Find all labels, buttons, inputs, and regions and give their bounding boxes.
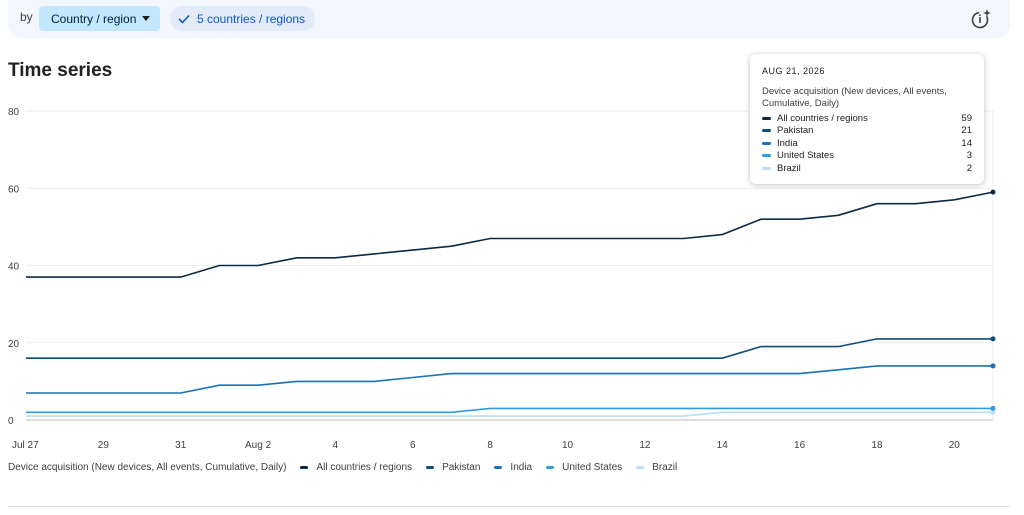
- series-line-india: [26, 365, 993, 394]
- series-endpoint-united-states: [990, 405, 996, 411]
- legend-label: United States: [562, 462, 623, 473]
- divider: [8, 506, 1010, 507]
- tooltip-series-name: All countries / regions: [777, 112, 868, 124]
- country-filter-chip[interactable]: 5 countries / regions: [170, 6, 316, 31]
- legend-label: Pakistan: [442, 462, 481, 473]
- tooltip-series-value: 3: [966, 150, 972, 162]
- legend-swatch: [426, 466, 435, 469]
- series-endpoint-brazil: [990, 409, 996, 415]
- y-tick-label: 0: [8, 416, 14, 427]
- x-tick-label: 6: [410, 440, 416, 451]
- dimension-dropdown[interactable]: Country / region: [39, 6, 161, 31]
- x-tick-label: 16: [794, 440, 806, 451]
- legend-item[interactable]: Brazil: [636, 462, 677, 473]
- x-tick-label: 31: [175, 440, 187, 451]
- legend-swatch: [494, 466, 503, 469]
- tooltip-swatch: [762, 141, 771, 145]
- tooltip-series-value: 59: [961, 112, 972, 124]
- x-tick-label: 12: [639, 440, 651, 451]
- legend-label: All countries / regions: [316, 462, 413, 473]
- x-tick-label: Jul 27: [12, 440, 39, 451]
- tooltip-row: Brazil 2: [762, 162, 972, 175]
- legend-item[interactable]: United States: [546, 462, 622, 473]
- x-tick-label: 10: [562, 440, 574, 451]
- legend-swatch: [546, 466, 555, 469]
- legend-label: India: [510, 462, 533, 473]
- legend-item[interactable]: India: [494, 462, 532, 473]
- tooltip-row: Pakistan 21: [762, 125, 972, 138]
- x-tick-label: 4: [333, 440, 339, 451]
- tooltip-swatch: [762, 154, 771, 158]
- series-endpoint-all-countries-regions: [990, 189, 996, 195]
- y-tick-label: 60: [8, 184, 20, 195]
- tooltip-series-value: 21: [961, 125, 972, 137]
- tooltip-series-name: India: [777, 137, 798, 149]
- tooltip-series-value: 14: [961, 137, 972, 149]
- series-endpoint-india: [990, 363, 996, 369]
- tooltip-row: United States 3: [762, 150, 972, 163]
- dimension-label: Country / region: [51, 11, 137, 26]
- tooltip-row: India 14: [762, 137, 972, 150]
- series-line-pakistan: [26, 338, 993, 360]
- insights-sparkle-icon[interactable]: [968, 6, 994, 32]
- series-endpoint-pakistan: [990, 336, 996, 342]
- x-tick-label: 20: [949, 440, 961, 451]
- caret-down-icon: [142, 16, 151, 21]
- tooltip-metric: Device acquisition (New devices, All eve…: [762, 86, 947, 109]
- legend-metric-label: Device acquisition (New devices, All eve…: [8, 462, 287, 473]
- legend-item[interactable]: Pakistan: [426, 462, 480, 473]
- x-tick-label: 18: [871, 440, 883, 451]
- series-line-all-countries-regions: [26, 191, 994, 278]
- x-tick-label: 14: [717, 440, 729, 451]
- legend-swatch: [636, 466, 645, 469]
- y-tick-label: 20: [8, 339, 20, 350]
- series-line-united-states: [26, 407, 993, 414]
- check-icon: [178, 14, 190, 24]
- y-tick-label: 80: [8, 107, 20, 118]
- tooltip-swatch: [762, 166, 771, 170]
- legend-label: Brazil: [652, 462, 678, 473]
- filter-label: 5 countries / regions: [197, 11, 306, 26]
- y-tick-label: 40: [8, 262, 20, 273]
- legend-swatch: [300, 466, 309, 469]
- tooltip-series-name: Pakistan: [777, 125, 814, 137]
- filter-bar: by Country / region 5 countries / region…: [8, 0, 1010, 38]
- x-tick-label: 8: [487, 440, 493, 451]
- series-line-brazil: [26, 411, 993, 417]
- tooltip-series-name: Brazil: [777, 162, 801, 174]
- by-label: by: [20, 10, 33, 24]
- tooltip-row: All countries / regions 59: [762, 112, 972, 125]
- tooltip-series-name: United States: [777, 150, 835, 162]
- tooltip-swatch: [762, 129, 771, 133]
- legend-item[interactable]: All countries / regions: [300, 462, 412, 473]
- x-tick-label: 29: [98, 440, 110, 451]
- x-tick-label: Aug 2: [245, 440, 272, 451]
- tooltip-date: AUG 21, 2026: [762, 66, 826, 76]
- tooltip-series-value: 2: [966, 162, 972, 174]
- chart-legend: Device acquisition (New devices, All eve…: [8, 462, 691, 473]
- chart-tooltip: AUG 21, 2026 Device acquisition (New dev…: [750, 54, 984, 184]
- card-title: Time series: [8, 60, 113, 81]
- tooltip-swatch: [762, 116, 771, 120]
